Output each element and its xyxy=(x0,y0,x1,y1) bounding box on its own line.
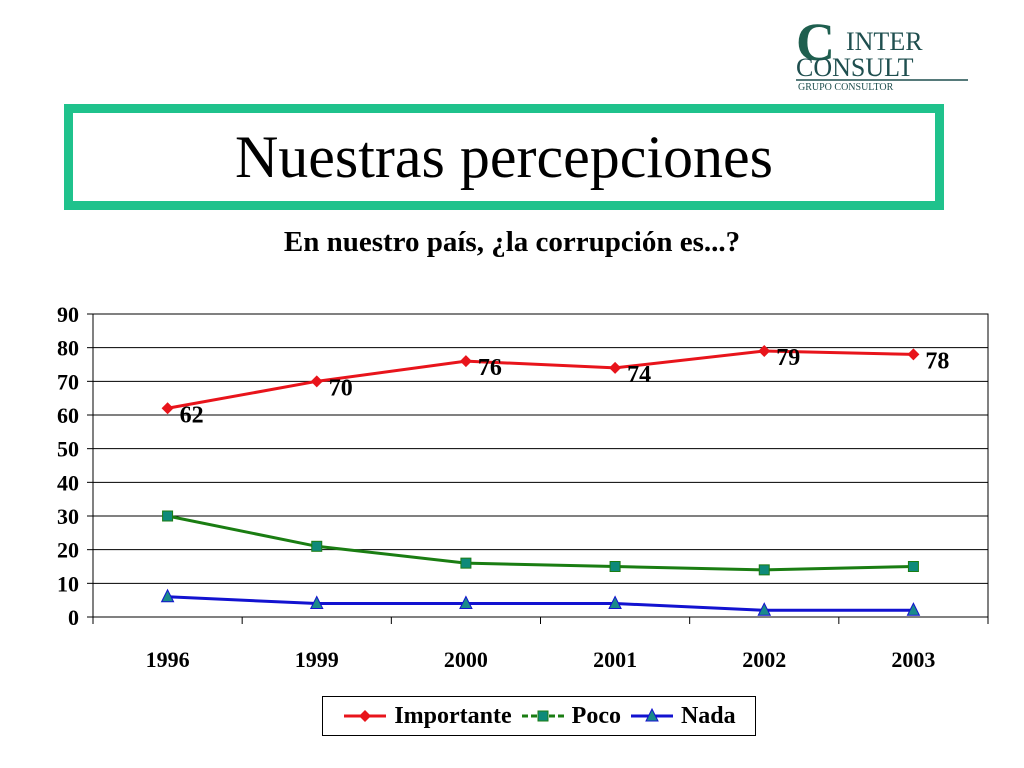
y-tick-label: 20 xyxy=(57,538,79,563)
series-line-importante xyxy=(167,349,914,410)
data-point xyxy=(460,557,472,569)
logo-line-2: CONSULT xyxy=(796,53,914,82)
data-point xyxy=(907,561,919,572)
data-point xyxy=(309,595,324,610)
x-tick-label: 2001 xyxy=(593,647,637,672)
data-point xyxy=(608,595,622,610)
page-title: Nuestras percepciones xyxy=(234,124,774,190)
legend-label-poco: Poco xyxy=(571,702,621,729)
x-tick-label: 2002 xyxy=(742,647,786,672)
y-tick-label: 10 xyxy=(57,571,79,596)
data-point xyxy=(758,564,770,576)
legend-item-nada: Nada xyxy=(629,703,736,730)
data-point xyxy=(161,402,174,415)
series-line-poco xyxy=(167,514,914,572)
series-line-nada xyxy=(167,595,914,612)
data-point xyxy=(757,602,772,616)
legend-swatch-importante xyxy=(344,710,387,722)
x-tick-label: 2003 xyxy=(891,647,935,672)
y-tick-label: 50 xyxy=(57,437,79,462)
data-label: 78 xyxy=(925,348,949,374)
data-point xyxy=(609,361,622,374)
chart-title: En nuestro país, ¿la corrupción es...? xyxy=(283,226,741,258)
data-point xyxy=(310,375,323,388)
data-label: 70 xyxy=(329,375,353,401)
legend-label-importante: Importante xyxy=(394,702,512,729)
data-label: 76 xyxy=(478,355,502,381)
legend-swatch-poco xyxy=(521,710,564,722)
plot-area xyxy=(92,313,989,618)
logo-mark: C xyxy=(796,14,835,72)
y-tick-label: 90 xyxy=(57,302,79,327)
data-label: 79 xyxy=(776,345,800,371)
x-tick-label: 1996 xyxy=(146,647,190,672)
y-tick-label: 70 xyxy=(57,369,79,394)
data-point xyxy=(160,588,175,603)
data-point xyxy=(459,595,473,610)
x-tick-label: 1999 xyxy=(295,647,339,672)
data-label: 62 xyxy=(180,402,204,428)
data-point xyxy=(906,602,921,616)
legend-swatch-nada xyxy=(630,707,673,722)
legend-item-poco: Poco xyxy=(520,703,621,730)
data-point xyxy=(162,510,174,522)
y-tick-label: 0 xyxy=(68,605,79,630)
chart-legend: Importante Poco Nada xyxy=(322,696,756,736)
data-point xyxy=(758,345,771,358)
y-tick-label: 40 xyxy=(57,470,79,495)
data-label: 74 xyxy=(627,362,651,388)
y-tick-label: 30 xyxy=(57,504,79,529)
legend-label-nada: Nada xyxy=(680,702,736,729)
logo-line-1: INTER xyxy=(846,27,923,56)
logo-line-3: GRUPO CONSULTOR xyxy=(798,82,894,93)
company-logo: C INTER CONSULT GRUPO CONSULTOR xyxy=(790,14,980,94)
legend-item-importante: Importante xyxy=(342,702,512,730)
intercon-logo-graphic: C INTER CONSULT GRUPO CONSULTOR xyxy=(796,14,968,93)
data-point xyxy=(609,561,621,572)
data-point xyxy=(311,540,323,552)
y-tick-label: 60 xyxy=(57,403,79,428)
data-point xyxy=(459,355,472,368)
x-tick-label: 2000 xyxy=(444,647,488,672)
title-frame: Nuestras percepciones xyxy=(64,104,944,210)
data-point xyxy=(907,348,920,361)
y-tick-label: 80 xyxy=(57,336,79,361)
